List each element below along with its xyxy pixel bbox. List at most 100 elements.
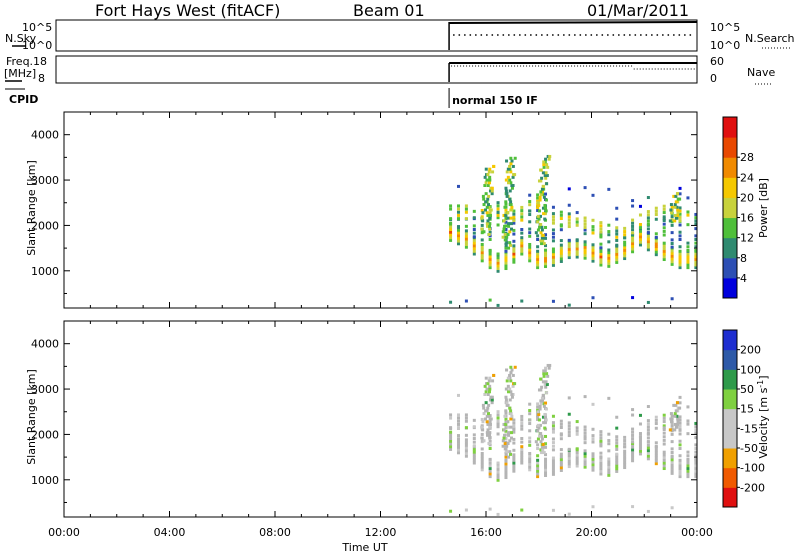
power-cell	[686, 260, 690, 264]
velocity-cell	[544, 407, 548, 411]
power-cell	[472, 247, 476, 251]
power-cell	[646, 227, 650, 231]
power-cell	[545, 182, 549, 186]
velocity-cell	[591, 434, 595, 438]
power-cell	[662, 207, 666, 211]
power-cell	[638, 229, 642, 233]
velocity-cell	[694, 461, 698, 465]
velocity-cell	[544, 465, 548, 469]
velocity-cell	[694, 421, 698, 425]
velocity-cell	[607, 457, 611, 461]
power-cell	[543, 212, 547, 216]
velocity-cell	[686, 450, 690, 454]
velocity-cell	[456, 422, 460, 426]
velocity-cell	[539, 448, 543, 452]
power-cell	[669, 203, 673, 207]
velocity-cell	[631, 408, 635, 412]
power-cell	[542, 212, 546, 216]
velocity-cell	[607, 465, 611, 469]
velocity-cell	[646, 451, 650, 455]
velocity-cell	[575, 464, 579, 468]
power-cell	[615, 235, 619, 239]
power-cell	[670, 249, 674, 253]
velocity-cell	[678, 421, 682, 425]
velocity-colorbar-tick-label: 50	[740, 383, 754, 396]
velocity-cell	[464, 454, 468, 458]
velocity-cell	[501, 439, 505, 443]
power-cell	[567, 303, 571, 307]
velocity-cell	[487, 414, 491, 418]
power-cell	[528, 231, 532, 235]
power-cell	[575, 238, 579, 242]
power-cell	[615, 206, 619, 210]
velocity-cell	[502, 422, 506, 426]
velocity-cell	[504, 465, 508, 469]
velocity-cell	[599, 458, 603, 462]
velocity-cell	[488, 387, 492, 391]
velocity-cell	[464, 419, 468, 423]
velocity-cell	[599, 442, 603, 446]
power-cell	[528, 193, 532, 197]
velocity-cell	[488, 384, 492, 388]
power-cell	[456, 225, 460, 229]
velocity-cell	[506, 376, 510, 380]
power-cell	[483, 175, 487, 179]
power-cell	[547, 157, 551, 161]
power-cell	[583, 253, 587, 257]
power-cell	[488, 230, 492, 234]
power-cell	[536, 228, 540, 232]
velocity-colorbar-swatch	[723, 349, 737, 370]
power-cell	[534, 231, 538, 235]
power-cell	[694, 252, 698, 256]
velocity-cell	[662, 424, 666, 428]
power-cell	[678, 245, 682, 249]
velocity-cell	[583, 435, 587, 439]
power-cell	[631, 239, 635, 243]
velocity-cell	[551, 427, 555, 431]
velocity-cell	[694, 469, 698, 473]
velocity-cell	[536, 472, 540, 476]
power-cell	[694, 216, 698, 220]
power-cell	[490, 189, 494, 193]
velocity-cell	[486, 412, 490, 416]
power-cell	[545, 174, 549, 178]
power-cell	[456, 239, 460, 243]
velocity-cell	[646, 440, 650, 444]
velocity-cell	[520, 456, 524, 460]
velocity-cell	[591, 452, 595, 456]
power-cell	[485, 211, 489, 215]
velocity-cell	[567, 430, 571, 434]
power-cell	[485, 178, 489, 182]
power-cell	[528, 200, 532, 204]
velocity-cell	[510, 393, 514, 396]
velocity-cell	[480, 462, 484, 466]
power-cell	[599, 260, 603, 264]
power-cell	[694, 255, 698, 259]
power-cell	[464, 217, 468, 221]
power-cell	[506, 216, 510, 220]
time-tick-label: 20:00	[576, 526, 608, 539]
power-cell	[538, 198, 542, 202]
velocity-cell	[541, 442, 545, 446]
power-cell	[575, 223, 579, 227]
velocity-cell	[504, 409, 508, 413]
velocity-cell	[607, 462, 611, 466]
power-cell	[662, 249, 666, 253]
power-cell	[623, 233, 627, 237]
power-cell	[484, 192, 488, 196]
power-cell	[694, 248, 698, 252]
velocity-cell	[575, 426, 579, 430]
velocity-cell	[540, 434, 544, 438]
power-cell	[544, 209, 548, 213]
power-cell	[591, 243, 595, 247]
power-cell	[591, 256, 595, 260]
power-cell	[678, 223, 682, 227]
velocity-cell	[654, 453, 658, 457]
velocity-cell	[631, 442, 635, 445]
velocity-cell	[464, 413, 468, 417]
power-cell	[480, 223, 484, 227]
power-cell	[670, 242, 674, 246]
power-cell	[464, 242, 468, 246]
power-cell	[449, 225, 453, 229]
power-cell	[528, 220, 532, 224]
